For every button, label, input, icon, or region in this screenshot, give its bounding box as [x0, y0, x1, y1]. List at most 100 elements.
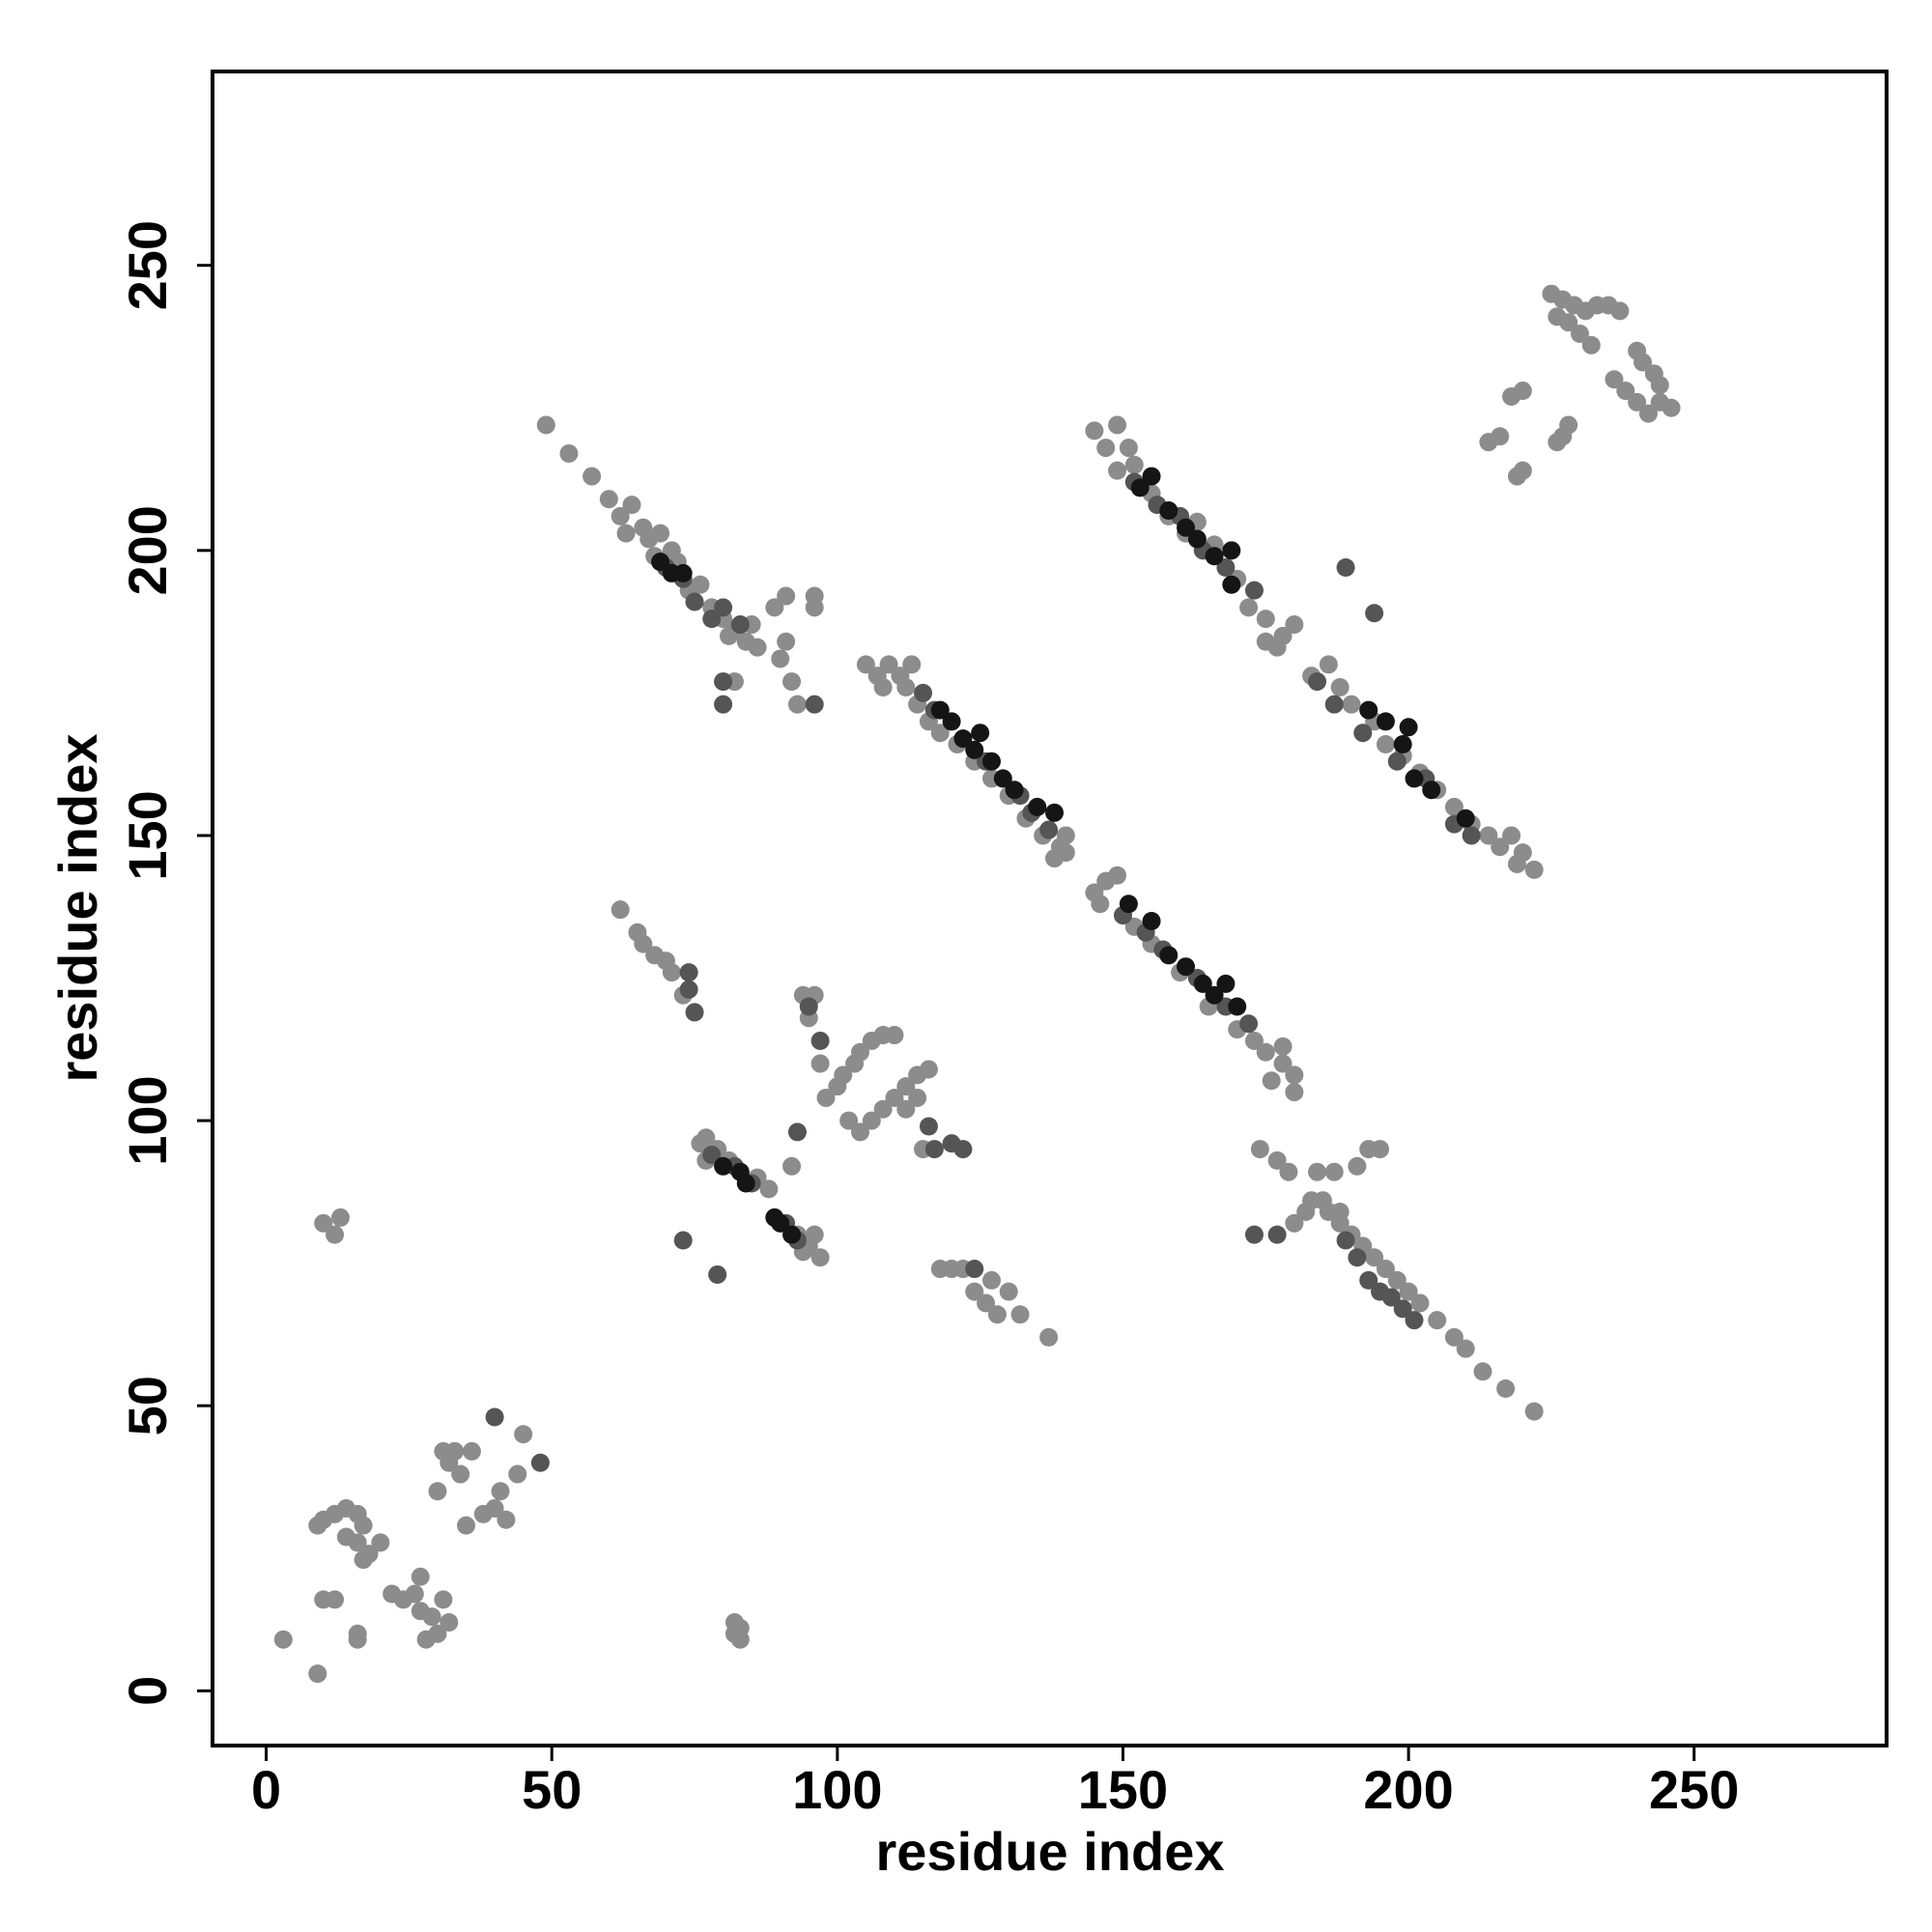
point: [1330, 677, 1350, 696]
point: [1381, 1288, 1401, 1307]
point: [805, 598, 824, 617]
point: [1285, 1213, 1304, 1233]
point: [999, 1282, 1018, 1301]
point: [1376, 1260, 1395, 1279]
point: [1462, 826, 1481, 845]
point: [702, 610, 722, 629]
point: [1410, 1293, 1430, 1313]
point: [782, 1225, 802, 1244]
point: [1628, 392, 1647, 412]
point: [1371, 1140, 1390, 1159]
point: [622, 496, 641, 515]
point: [1405, 1311, 1424, 1330]
y-tick-label: 250: [117, 220, 178, 310]
point: [1256, 632, 1275, 651]
point: [771, 1213, 790, 1233]
point: [696, 1128, 716, 1148]
point: [787, 695, 807, 714]
point: [787, 1122, 807, 1142]
point: [273, 1630, 293, 1649]
point: [685, 1003, 704, 1022]
y-tick-label: 200: [117, 505, 178, 595]
point: [1308, 672, 1327, 692]
point: [1239, 598, 1259, 617]
point: [1142, 467, 1161, 486]
point: [805, 695, 824, 714]
point: [485, 1407, 504, 1427]
point: [1376, 735, 1395, 754]
point: [839, 1111, 859, 1130]
point: [810, 1031, 830, 1050]
point: [1662, 398, 1681, 417]
point: [1256, 610, 1275, 629]
point: [1244, 1225, 1264, 1244]
point: [1091, 895, 1110, 914]
point: [1296, 1203, 1316, 1222]
point: [348, 1630, 367, 1649]
point: [1422, 781, 1441, 800]
point: [856, 655, 875, 674]
point: [1039, 820, 1059, 839]
point: [308, 1664, 327, 1684]
point: [1479, 826, 1498, 845]
point: [1177, 518, 1196, 537]
point: [953, 1140, 973, 1159]
point: [491, 1482, 510, 1501]
point: [685, 592, 704, 611]
point: [1285, 1065, 1304, 1085]
point: [1610, 301, 1630, 321]
y-tick-label: 50: [117, 1376, 178, 1435]
point: [611, 506, 630, 526]
point: [348, 1533, 367, 1552]
point: [1405, 769, 1424, 788]
point: [1039, 1327, 1059, 1347]
point: [634, 934, 653, 953]
point: [771, 649, 790, 668]
point: [1244, 581, 1264, 600]
point: [451, 1464, 470, 1484]
x-tick-label: 0: [251, 1759, 281, 1820]
point: [1559, 415, 1578, 435]
point: [1399, 1282, 1418, 1301]
point: [834, 1065, 853, 1085]
point: [485, 1498, 504, 1518]
point: [440, 1613, 459, 1633]
x-tick-label: 200: [1363, 1759, 1453, 1820]
point: [330, 1208, 350, 1227]
point: [777, 586, 796, 606]
x-axis-title: residue index: [875, 1821, 1224, 1882]
point: [1548, 307, 1567, 327]
point: [873, 1099, 893, 1119]
point: [611, 900, 630, 920]
point: [1085, 421, 1104, 440]
point: [1616, 382, 1635, 401]
point: [924, 1140, 944, 1159]
point: [1628, 341, 1647, 360]
point: [850, 1122, 869, 1142]
point: [1222, 541, 1241, 560]
point: [651, 553, 670, 572]
point: [1045, 803, 1065, 822]
point: [1205, 985, 1224, 1005]
point: [714, 672, 733, 692]
point: [965, 740, 984, 759]
point: [1256, 1042, 1275, 1062]
point: [885, 1026, 904, 1045]
point: [1250, 1140, 1269, 1159]
point: [1393, 1299, 1412, 1319]
point: [1359, 1270, 1378, 1290]
point: [1205, 547, 1224, 566]
point: [416, 1630, 436, 1649]
point: [1119, 439, 1138, 458]
x-tick-label: 150: [1078, 1759, 1168, 1820]
point: [759, 1179, 779, 1199]
point: [965, 1282, 984, 1301]
point: [651, 524, 670, 543]
x-tick-label: 250: [1649, 1759, 1739, 1820]
point: [1244, 1031, 1264, 1050]
point: [730, 615, 750, 635]
point: [1319, 655, 1338, 674]
point: [896, 1099, 916, 1119]
point: [1570, 325, 1589, 344]
point: [1273, 1037, 1293, 1056]
